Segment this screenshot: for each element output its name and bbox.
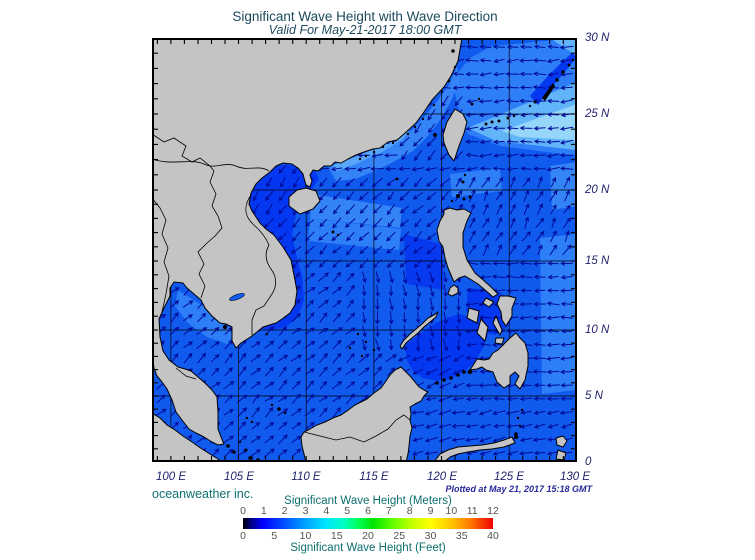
meters-tick: 1: [260, 505, 267, 517]
feet-tick: 25: [393, 530, 406, 542]
lon-label: 110 E: [291, 471, 321, 483]
meters-tick: 11: [466, 505, 478, 517]
meters-tick: 7: [385, 505, 392, 517]
lon-label: 100 E: [155, 471, 187, 483]
land-hainan: [288, 187, 321, 215]
lat-label: 0: [585, 456, 592, 468]
land-bohol: [494, 337, 505, 345]
feet-tick: 30: [424, 530, 437, 542]
map-canvas: [151, 37, 577, 463]
valid-time-subtitle: Valid For May-21-2017 18:00 GMT: [268, 23, 462, 37]
feet-tick: 10: [299, 530, 312, 542]
land-mindoro: [447, 284, 459, 297]
legend-meters-title: Significant Wave Height (Meters): [284, 495, 452, 507]
island-dots: [222, 49, 575, 462]
land-samar-leyte: [496, 295, 517, 327]
lon-label: 120 E: [426, 471, 458, 483]
land-layer: [151, 37, 568, 463]
plotted-timestamp: Plotted at May 21, 2017 15:18 GMT: [445, 484, 592, 494]
feet-tick: 15: [330, 530, 343, 542]
land-halmahera: [555, 435, 568, 448]
lat-label: 5 N: [585, 390, 603, 402]
meters-tick: 9: [427, 505, 434, 517]
meters-tick: 8: [406, 505, 413, 517]
lon-label: 115 E: [359, 471, 389, 483]
feet-tick: 0: [240, 530, 246, 542]
land-masbate: [482, 297, 495, 308]
land-cebu: [492, 315, 503, 336]
land-negros: [476, 318, 489, 342]
political-borders: [151, 133, 411, 443]
land-mindanao: [469, 332, 529, 390]
land-sulawesi: [433, 436, 516, 463]
lat-label: 10 N: [585, 324, 610, 336]
meters-tick: 0: [240, 505, 246, 517]
lat-label: 30 N: [585, 32, 610, 44]
lat-label: 15 N: [585, 255, 610, 267]
lat-label: 20 N: [585, 184, 610, 196]
meters-tick: 2: [281, 505, 288, 517]
lat-label: 25 N: [585, 108, 610, 120]
meters-tick: 12: [487, 505, 499, 517]
land-asia-mainland: [151, 37, 463, 446]
feet-tick: 35: [455, 530, 468, 542]
legend-feet-title: Significant Wave Height (Feet): [290, 542, 446, 554]
feet-tick: 20: [362, 530, 374, 542]
meters-tick: 4: [323, 505, 330, 517]
meters-tick: 5: [344, 505, 351, 517]
meters-tick: 10: [445, 505, 458, 517]
land-palawan: [399, 311, 439, 350]
meters-tick: 6: [365, 505, 371, 517]
land-panay: [466, 307, 480, 324]
page-title: Significant Wave Height with Wave Direct…: [232, 9, 498, 24]
feet-tick: 40: [487, 530, 499, 542]
land-luzon: [436, 207, 499, 298]
lon-label: 130 E: [559, 471, 591, 483]
lake-tonle-sap: [229, 293, 245, 301]
lon-label: 105 E: [223, 471, 255, 483]
map-border: [152, 38, 577, 462]
colorbar: [243, 518, 493, 529]
feet-tick: 5: [271, 530, 278, 542]
lon-label: 125 E: [493, 471, 525, 483]
wave-map-svg: [151, 37, 577, 463]
credit-text: oceanweather inc.: [152, 487, 254, 501]
island-okinawa: [542, 83, 555, 101]
meters-tick: 3: [302, 505, 309, 517]
land-taiwan: [442, 108, 468, 162]
